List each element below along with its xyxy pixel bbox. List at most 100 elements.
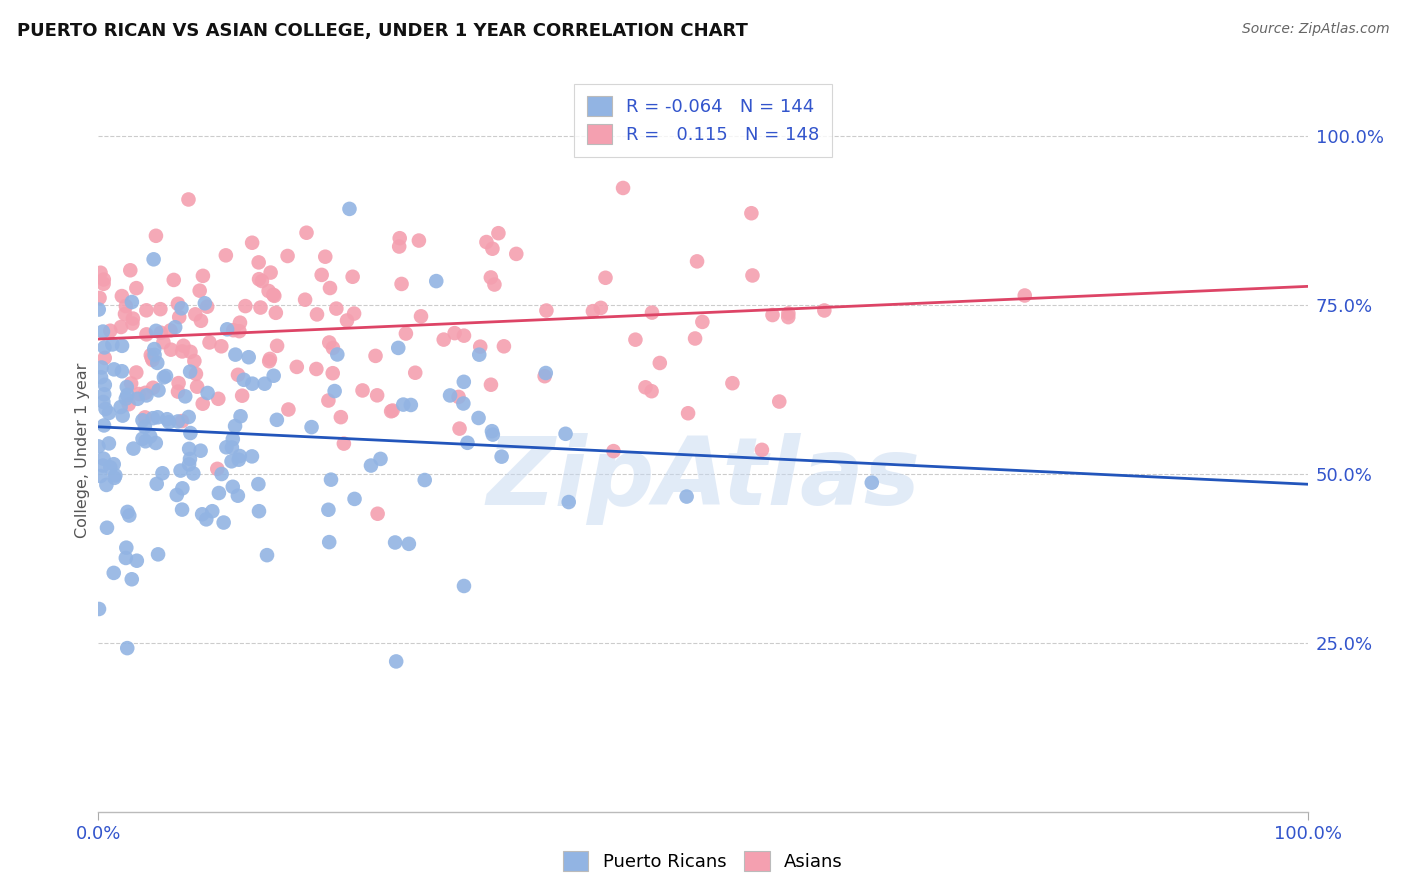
Point xyxy=(467,411,489,425)
Point xyxy=(152,467,174,481)
Point xyxy=(165,320,187,334)
Point xyxy=(157,415,180,429)
Point xyxy=(93,277,115,291)
Point xyxy=(453,375,475,389)
Point xyxy=(146,356,169,370)
Point xyxy=(120,263,142,277)
Point xyxy=(149,302,172,317)
Point xyxy=(110,400,132,414)
Point xyxy=(768,394,790,409)
Point xyxy=(93,395,115,409)
Point xyxy=(433,333,456,347)
Legend: R = -0.064   N = 144, R =   0.115   N = 148: R = -0.064 N = 144, R = 0.115 N = 148 xyxy=(574,84,832,157)
Point xyxy=(232,373,254,387)
Text: ZipAtlas: ZipAtlas xyxy=(486,434,920,525)
Point xyxy=(125,554,148,568)
Point xyxy=(484,277,506,292)
Point xyxy=(602,444,624,458)
Point xyxy=(173,339,195,353)
Point xyxy=(170,502,193,516)
Point xyxy=(398,537,420,551)
Point xyxy=(425,274,447,288)
Point xyxy=(184,367,207,381)
Point xyxy=(247,504,270,518)
Point xyxy=(683,331,706,345)
Point xyxy=(160,343,183,357)
Point xyxy=(468,348,491,362)
Point xyxy=(333,436,356,450)
Point xyxy=(97,406,120,420)
Point xyxy=(169,464,191,478)
Point xyxy=(322,341,344,355)
Point xyxy=(145,476,167,491)
Point xyxy=(194,296,217,310)
Point xyxy=(146,547,169,561)
Point xyxy=(142,252,165,267)
Point xyxy=(120,376,142,391)
Point xyxy=(391,277,413,291)
Point xyxy=(364,349,387,363)
Point xyxy=(449,421,471,435)
Point xyxy=(125,281,148,295)
Point xyxy=(388,231,411,245)
Point xyxy=(167,384,190,399)
Point xyxy=(413,473,436,487)
Point xyxy=(339,202,361,216)
Point xyxy=(155,369,177,384)
Point xyxy=(395,326,418,341)
Point xyxy=(240,450,263,464)
Point xyxy=(191,508,214,522)
Point xyxy=(134,420,156,434)
Point xyxy=(145,436,167,450)
Point xyxy=(453,328,475,343)
Point xyxy=(97,436,120,450)
Point xyxy=(262,288,284,302)
Point xyxy=(153,370,176,384)
Point xyxy=(740,206,762,220)
Point xyxy=(159,323,181,337)
Point xyxy=(360,458,382,473)
Point xyxy=(96,521,118,535)
Point xyxy=(387,341,409,355)
Point xyxy=(264,306,287,320)
Point xyxy=(533,369,555,384)
Point xyxy=(222,480,245,494)
Point xyxy=(149,326,172,340)
Point xyxy=(221,454,243,468)
Point xyxy=(741,268,763,283)
Point xyxy=(229,409,252,424)
Point xyxy=(536,303,558,318)
Point xyxy=(453,579,475,593)
Point xyxy=(177,458,200,472)
Point xyxy=(640,384,662,399)
Point xyxy=(91,325,114,339)
Point xyxy=(122,311,145,326)
Point xyxy=(145,324,167,338)
Point xyxy=(177,193,200,207)
Point xyxy=(751,442,773,457)
Point xyxy=(141,351,163,365)
Point xyxy=(111,339,134,353)
Point xyxy=(93,451,115,466)
Point xyxy=(322,366,344,380)
Point xyxy=(318,502,340,516)
Point xyxy=(174,389,197,403)
Point xyxy=(228,324,250,338)
Point xyxy=(183,354,205,368)
Point xyxy=(247,272,270,286)
Point xyxy=(186,380,208,394)
Point xyxy=(256,548,278,562)
Point xyxy=(228,452,250,467)
Y-axis label: College, Under 1 year: College, Under 1 year xyxy=(75,363,90,538)
Point xyxy=(188,284,211,298)
Point xyxy=(167,414,190,428)
Point xyxy=(114,307,136,321)
Point xyxy=(207,392,229,406)
Point xyxy=(285,359,308,374)
Legend: Puerto Ricans, Asians: Puerto Ricans, Asians xyxy=(555,844,851,879)
Point xyxy=(481,424,503,438)
Point xyxy=(93,351,115,365)
Point xyxy=(191,397,214,411)
Point xyxy=(392,398,415,412)
Point xyxy=(170,301,193,316)
